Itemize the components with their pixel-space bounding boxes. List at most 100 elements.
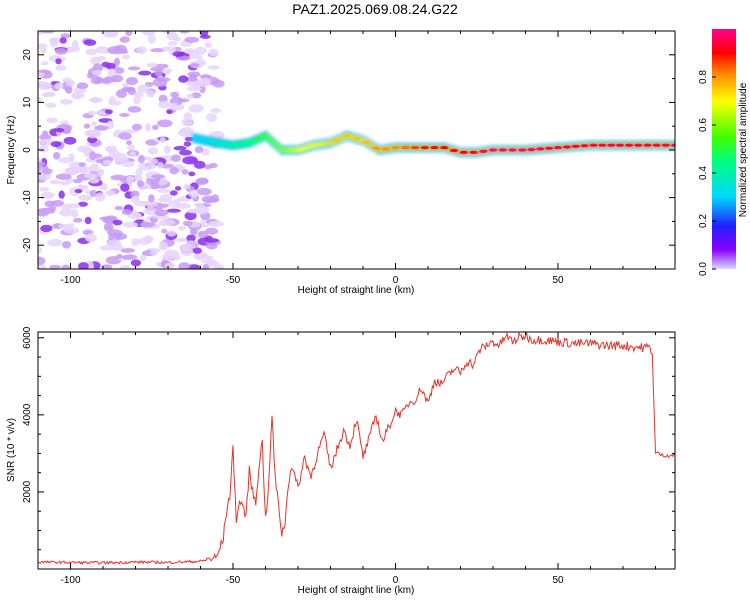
ridge-cell: [348, 135, 353, 139]
ridge-core: [381, 147, 390, 151]
ridge-core: [661, 143, 670, 147]
top-x-tick-label: -100: [60, 275, 80, 286]
noise-blob: [161, 228, 168, 234]
noise-blob: [84, 173, 98, 179]
noise-blob: [158, 100, 171, 109]
noise-blob: [121, 82, 129, 88]
bottom-x-axis: -100 -50 0 50: [37, 332, 656, 586]
noise-blob: [89, 151, 97, 161]
ridge-cell: [224, 141, 229, 147]
ridge-core: [450, 148, 458, 153]
noise-blob: [133, 95, 142, 105]
noise-blob: [161, 46, 177, 52]
noise-blob: [169, 166, 179, 175]
noise-blob: [147, 34, 157, 44]
noise-blob: [39, 134, 52, 141]
noise-blob: [53, 152, 61, 160]
noise-blob: [84, 216, 92, 225]
noise-blob: [38, 246, 43, 254]
noise-blob: [188, 171, 196, 177]
noise-blob: [159, 136, 166, 143]
ridge-core: [333, 138, 341, 142]
noise-blob: [45, 102, 57, 108]
noise-blob: [212, 79, 225, 88]
noise-blob: [179, 31, 190, 34]
noise-blob: [134, 200, 149, 207]
ridge-cell: [270, 139, 275, 144]
noise-blob: [166, 208, 181, 213]
noise-blob: [199, 31, 209, 37]
noise-blob: [138, 70, 152, 76]
noise-blob: [151, 174, 166, 179]
noise-blob: [90, 76, 104, 85]
noise-blob: [179, 149, 192, 156]
ridge-cell: [221, 141, 226, 147]
noise-blob: [186, 240, 196, 248]
noise-blob: [38, 144, 49, 153]
noise-blob: [55, 128, 65, 133]
ridge-core: [498, 148, 507, 152]
noise-blob: [71, 209, 79, 218]
noise-blob: [166, 109, 173, 115]
noise-blob: [150, 182, 160, 190]
noise-blob: [107, 68, 117, 77]
noise-blob: [145, 163, 157, 170]
noise-blob: [65, 79, 76, 87]
noise-blob: [60, 120, 70, 126]
noise-blob: [63, 136, 77, 145]
ridge-cell: [211, 138, 217, 146]
noise-blob: [40, 47, 47, 54]
noise-blob: [140, 253, 147, 262]
ridge-core: [391, 146, 400, 150]
ridge-cell: [318, 142, 323, 146]
noise-blob: [158, 219, 167, 227]
noise-blob: [90, 56, 102, 65]
ridge-core: [342, 134, 351, 138]
noise-blob: [188, 104, 204, 113]
noise-blob: [178, 75, 189, 83]
ridge-core: [625, 143, 634, 147]
colorbar-tick-label: 0.4: [698, 166, 709, 180]
noise-blob: [129, 151, 136, 157]
noise-blob: [199, 84, 206, 94]
noise-blob: [201, 259, 217, 264]
noise-blob: [119, 113, 130, 117]
noise-blob: [38, 264, 47, 269]
ridge-cell: [305, 145, 310, 149]
noise-blob: [92, 63, 103, 72]
ridge-cell: [312, 143, 317, 147]
noise-blob: [96, 168, 105, 176]
noise-blob: [65, 86, 73, 94]
noise-blob: [200, 60, 207, 66]
top-y-tick-label: 0: [22, 147, 33, 153]
noise-blob: [102, 216, 116, 224]
ridge-core: [459, 150, 468, 154]
noise-blob: [152, 124, 159, 130]
noise-blob: [89, 189, 97, 197]
noise-blob: [44, 91, 56, 97]
noise-blob: [38, 186, 50, 192]
ridge-core: [598, 143, 607, 147]
ridge-cell: [279, 148, 284, 152]
ridge-cell: [250, 138, 255, 145]
noise-blob: [206, 113, 217, 122]
noise-blob: [95, 46, 111, 54]
noise-blob: [58, 223, 73, 229]
ridge-cell: [357, 138, 362, 141]
noise-blob: [127, 87, 136, 96]
noise-blob: [108, 96, 116, 105]
noise-blob: [166, 230, 177, 237]
noise-blob: [51, 200, 64, 207]
noise-blob: [120, 183, 130, 192]
noise-blob: [127, 144, 135, 151]
ridge-cell: [325, 141, 330, 145]
ridge-core: [518, 148, 527, 152]
noise-blob: [164, 68, 172, 74]
top-x-tick-label: 50: [552, 275, 564, 286]
ridge-cell: [328, 141, 333, 145]
noise-blob: [195, 46, 207, 55]
noise-blob: [154, 209, 169, 217]
ridge-cell: [289, 148, 294, 152]
ridge-cores: [333, 134, 675, 154]
